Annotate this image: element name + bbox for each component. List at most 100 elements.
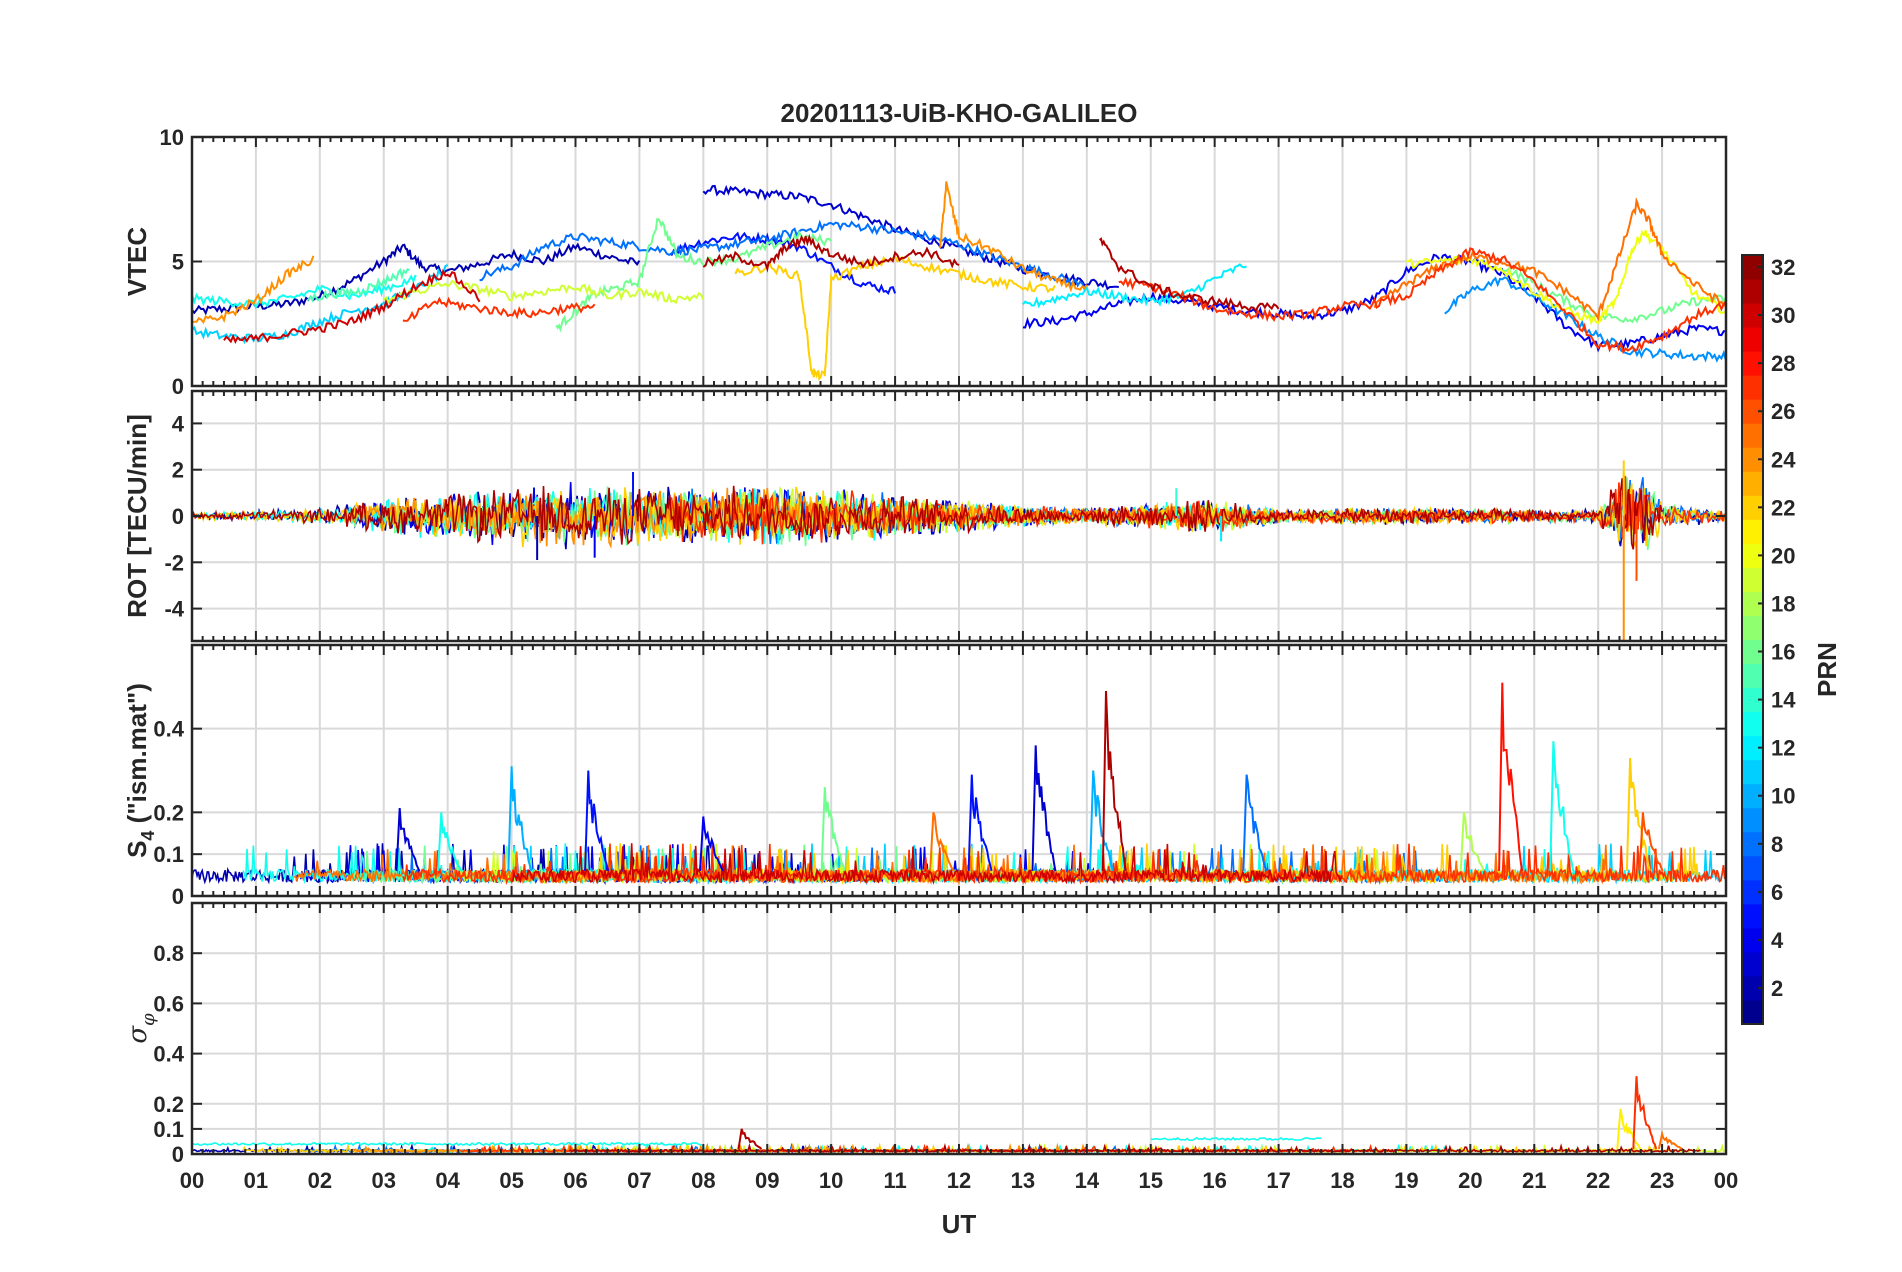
- x-tick-label: 08: [691, 1168, 715, 1193]
- colorbar-swatch-prn-12: [1742, 735, 1763, 761]
- vtec-series-prn-19: [383, 279, 705, 305]
- x-tick-label: 16: [1202, 1168, 1226, 1193]
- s4-spike-prn-10: [1089, 770, 1114, 872]
- s4-spike-prn-5: [584, 770, 609, 872]
- y-tick-label: 0.8: [153, 941, 184, 966]
- y-axis-label: VTEC: [122, 227, 152, 297]
- colorbar-tick-label: 28: [1771, 351, 1795, 376]
- s4-spike-prn-4: [699, 816, 724, 872]
- panel-rot: -4 -2 0 2 4 ROT [TECU/min]: [122, 389, 1728, 643]
- x-tick-label: 23: [1650, 1168, 1674, 1193]
- colorbar-tick-label: 8: [1771, 832, 1783, 857]
- y-tick-label: -4: [164, 597, 184, 622]
- x-tick-label: 13: [1011, 1168, 1035, 1193]
- x-tick-label: 18: [1330, 1168, 1354, 1193]
- sigma-plateau-prn-13: [1150, 1136, 1322, 1141]
- colorbar-swatch-prn-8: [1742, 831, 1763, 857]
- sigma-spike-prn-27: [1632, 1076, 1658, 1150]
- s4-spike-prn-3: [1031, 745, 1057, 872]
- y-tick-label: 0.2: [153, 800, 184, 825]
- x-tick-label: 05: [499, 1168, 523, 1193]
- s4-spike-prn-22: [1625, 757, 1651, 872]
- sigma-spike-prn-25: [1657, 1129, 1683, 1150]
- y-tick-label: 0: [172, 504, 184, 529]
- plot-area: [192, 682, 1726, 886]
- x-tick-label: 10: [819, 1168, 843, 1193]
- colorbar-swatch-prn-15: [1742, 663, 1763, 689]
- y-tick-label: 0.2: [153, 1092, 184, 1117]
- colorbar-swatch-prn-3: [1742, 951, 1763, 977]
- vtec-series-prn-27: [402, 296, 596, 322]
- s4-spike-prn-28: [1498, 682, 1523, 872]
- s4-series-prn-27: [402, 843, 1726, 886]
- colorbar-tick-label: 6: [1771, 880, 1783, 905]
- y-axis-label: σφ: [123, 1013, 159, 1044]
- x-tick-label: 01: [244, 1168, 268, 1193]
- vtec-series-prn-15: [306, 267, 410, 303]
- colorbar-tick-label: 30: [1771, 303, 1795, 328]
- s4-spike-prn-10: [507, 766, 533, 872]
- vtec-series-prn-30: [223, 268, 481, 345]
- colorbar-swatch-prn-24: [1742, 447, 1763, 472]
- s4-spike-prn-31: [1101, 690, 1127, 872]
- s4-series-prn-30: [511, 843, 1344, 885]
- vtec-series-prn-12: [1022, 263, 1247, 309]
- x-tick-label: 09: [755, 1168, 779, 1193]
- x-tick-label: 02: [308, 1168, 332, 1193]
- colorbar-tick-label: 12: [1771, 736, 1795, 761]
- x-tick-label: 07: [627, 1168, 651, 1193]
- vtec-series-prn-20: [1406, 229, 1726, 326]
- colorbar-swatch-prn-4: [1742, 927, 1763, 953]
- colorbar-swatch-prn-11: [1742, 759, 1763, 785]
- colorbar-tick-label: 10: [1771, 784, 1795, 809]
- vtec-series-prn-13: [192, 274, 417, 310]
- colorbar-swatch-prn-25: [1742, 423, 1763, 448]
- y-tick-label: 0.4: [153, 1042, 184, 1067]
- colorbar-tick-label: 14: [1771, 688, 1796, 713]
- x-tick-label: 00: [180, 1168, 204, 1193]
- y-tick-label: 0.6: [153, 991, 184, 1016]
- plot-area: [192, 460, 1726, 641]
- colorbar-swatch-prn-28: [1742, 351, 1763, 376]
- colorbar-frame: [1741, 254, 1764, 1025]
- colorbar-tick-label: 26: [1771, 399, 1795, 424]
- sigma-spike-prn-31: [737, 1128, 763, 1150]
- y-tick-label: 4: [172, 411, 185, 436]
- colorbar-swatch-prn-16: [1742, 639, 1763, 665]
- vtec-series-prn-8: [479, 219, 1088, 292]
- sigma-series-prn-31: [568, 1142, 1701, 1154]
- chart-title: 20201113-UiB-KHO-GALILEO: [781, 98, 1138, 128]
- x-tick-label: 04: [435, 1168, 460, 1193]
- s4-spike-prn-3: [395, 808, 421, 872]
- x-tick-label: 22: [1586, 1168, 1610, 1193]
- s4-spike-prn-18: [1459, 812, 1485, 872]
- colorbar-swatch-prn-21: [1742, 519, 1763, 544]
- sigma-spike-prn-21: [1616, 1108, 1642, 1150]
- y-axis-label: ROT [TECU/min]: [122, 414, 152, 618]
- colorbar-swatch-prn-10: [1742, 783, 1763, 809]
- vtec-series-prn-27: [1118, 247, 1726, 355]
- colorbar-swatch-prn-22: [1742, 495, 1763, 520]
- colorbar-swatch-prn-2: [1742, 975, 1763, 1001]
- vtec-series-prn-31: [1098, 237, 1280, 313]
- y-tick-label: 0: [172, 1142, 184, 1167]
- colorbar-tick-label: 2: [1771, 976, 1783, 1001]
- s4-spike-prn-13: [1549, 741, 1575, 872]
- s4-spike-prn-26: [1638, 812, 1664, 872]
- y-tick-label: 0.1: [153, 1117, 184, 1142]
- s4-spike-prn-16: [820, 787, 846, 872]
- colorbar-tick-label: 20: [1771, 543, 1795, 568]
- colorbar-swatch-prn-18: [1742, 591, 1763, 616]
- colorbar-swatch-prn-19: [1742, 567, 1763, 592]
- rot-series-prn-31: [192, 478, 1663, 550]
- y-tick-label: -2: [164, 550, 184, 575]
- s4-spike-prn-25: [929, 811, 955, 872]
- vtec-series-prn-9: [1444, 276, 1726, 363]
- colorbar-tick-label: 18: [1771, 591, 1795, 616]
- s4-spike-prn-5: [967, 774, 993, 872]
- colorbar-swatch-prn-26: [1742, 399, 1763, 424]
- x-tick-label: 17: [1266, 1168, 1290, 1193]
- y-tick-label: 0: [172, 374, 184, 399]
